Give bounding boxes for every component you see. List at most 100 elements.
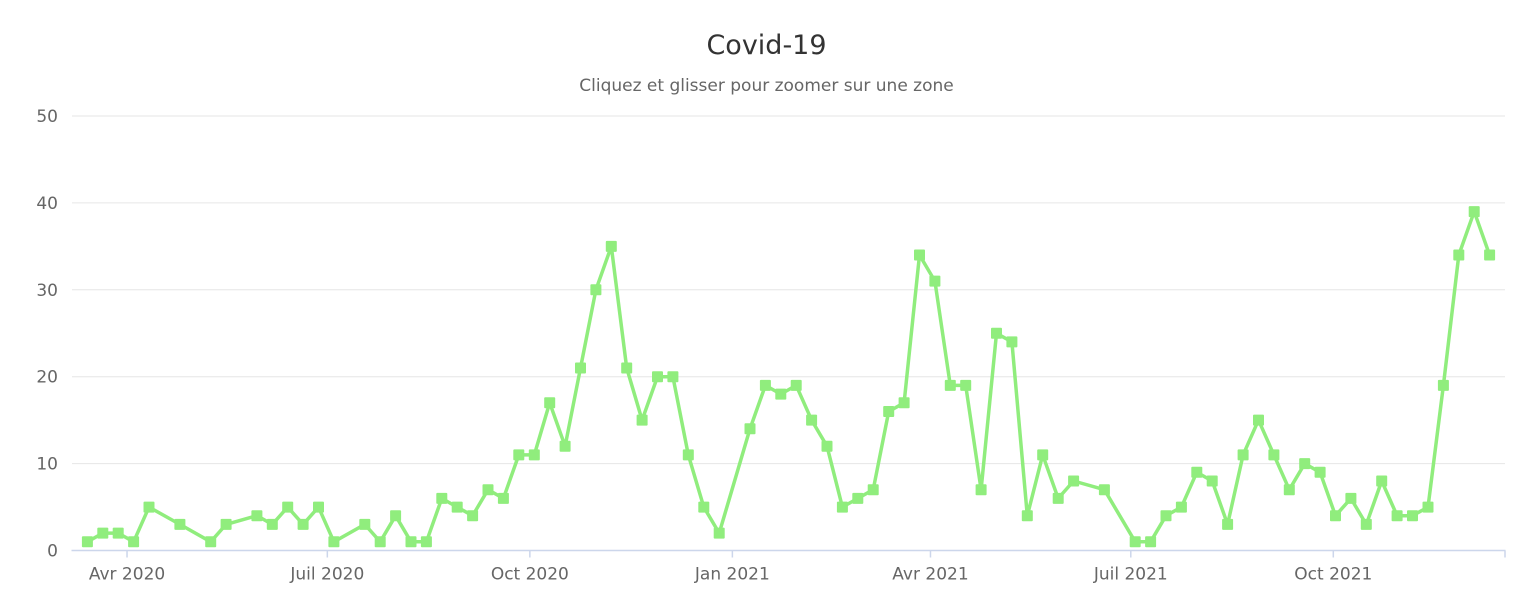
- plot-area[interactable]: [72, 116, 1505, 551]
- data-point-marker[interactable]: [1021, 510, 1033, 522]
- data-point-marker[interactable]: [636, 414, 648, 426]
- x-axis-label: Juil 2021: [1093, 565, 1168, 585]
- x-axis-label: Oct 2020: [491, 565, 569, 585]
- data-point-marker[interactable]: [1484, 249, 1496, 261]
- data-point-marker[interactable]: [297, 518, 309, 530]
- y-axis-label: 20: [36, 368, 58, 388]
- data-point-marker[interactable]: [991, 327, 1002, 339]
- data-point-marker[interactable]: [112, 527, 124, 539]
- data-point-marker[interactable]: [852, 492, 864, 504]
- data-point-marker[interactable]: [1330, 510, 1341, 522]
- data-point-marker[interactable]: [1175, 501, 1187, 513]
- data-point-marker[interactable]: [1376, 475, 1388, 487]
- chart-subtitle: Cliquez et glisser pour zoomer sur une z…: [579, 76, 954, 96]
- data-point-marker[interactable]: [1068, 475, 1080, 487]
- data-point-marker[interactable]: [220, 518, 232, 530]
- data-point-marker[interactable]: [790, 379, 802, 391]
- data-point-marker[interactable]: [1422, 501, 1434, 513]
- data-point-marker[interactable]: [251, 510, 263, 522]
- data-point-marker[interactable]: [821, 440, 833, 452]
- data-point-marker[interactable]: [1206, 475, 1218, 487]
- data-point-marker[interactable]: [451, 501, 463, 513]
- data-point-marker[interactable]: [1160, 510, 1172, 522]
- data-point-marker[interactable]: [1314, 466, 1326, 478]
- data-point-marker[interactable]: [1237, 449, 1249, 461]
- data-point-marker[interactable]: [575, 362, 586, 374]
- data-point-marker[interactable]: [97, 527, 109, 539]
- data-point-marker[interactable]: [1437, 379, 1449, 391]
- data-point-marker[interactable]: [1037, 449, 1049, 461]
- data-point-marker[interactable]: [652, 371, 663, 383]
- data-point-marker[interactable]: [621, 362, 633, 374]
- data-point-marker[interactable]: [436, 492, 448, 504]
- data-point-marker[interactable]: [513, 449, 525, 461]
- data-point-marker[interactable]: [374, 536, 386, 548]
- data-point-marker[interactable]: [544, 397, 556, 409]
- data-point-marker[interactable]: [1006, 336, 1018, 348]
- data-point-marker[interactable]: [1345, 492, 1357, 504]
- data-point-marker[interactable]: [467, 510, 479, 522]
- data-point-marker[interactable]: [282, 501, 294, 513]
- data-point-marker[interactable]: [1453, 249, 1465, 261]
- data-point-marker[interactable]: [975, 484, 987, 496]
- data-point-marker[interactable]: [914, 249, 925, 261]
- data-point-marker[interactable]: [605, 240, 617, 252]
- data-point-marker[interactable]: [867, 484, 879, 496]
- data-point-marker[interactable]: [667, 371, 679, 383]
- data-point-marker[interactable]: [390, 510, 402, 522]
- data-point-marker[interactable]: [590, 284, 602, 296]
- data-point-marker[interactable]: [405, 536, 417, 548]
- data-point-marker[interactable]: [698, 501, 710, 513]
- data-point-marker[interactable]: [682, 449, 694, 461]
- data-point-marker[interactable]: [1391, 510, 1403, 522]
- data-point-marker[interactable]: [1468, 206, 1480, 218]
- data-point-marker[interactable]: [1191, 466, 1203, 478]
- y-axis-label: 40: [36, 194, 58, 214]
- data-point-marker[interactable]: [883, 406, 895, 417]
- data-point-marker[interactable]: [759, 379, 771, 391]
- data-point-marker[interactable]: [174, 518, 186, 530]
- data-point-marker[interactable]: [313, 501, 324, 513]
- data-point-marker[interactable]: [1268, 449, 1280, 461]
- data-point-marker[interactable]: [143, 501, 155, 513]
- data-point-marker[interactable]: [559, 440, 571, 452]
- data-point-marker[interactable]: [775, 388, 787, 400]
- data-point-marker[interactable]: [1253, 414, 1264, 426]
- data-point-marker[interactable]: [497, 492, 509, 504]
- data-point-marker[interactable]: [1283, 484, 1295, 496]
- data-point-marker[interactable]: [836, 501, 848, 513]
- data-point-marker[interactable]: [482, 484, 494, 496]
- data-point-marker[interactable]: [1129, 536, 1141, 548]
- y-axis-label: 10: [36, 455, 58, 475]
- data-point-marker[interactable]: [744, 423, 756, 435]
- x-axis-label: Jan 2021: [694, 565, 770, 585]
- data-point-marker[interactable]: [898, 397, 910, 409]
- data-point-marker[interactable]: [1098, 484, 1110, 496]
- data-point-marker[interactable]: [1299, 458, 1311, 470]
- x-axis-label: Oct 2021: [1294, 565, 1372, 585]
- data-point-marker[interactable]: [266, 518, 278, 530]
- x-axis-label: Juil 2020: [289, 565, 364, 585]
- data-point-marker[interactable]: [328, 536, 340, 548]
- data-point-marker[interactable]: [806, 414, 818, 426]
- x-axis-label: Avr 2020: [89, 565, 165, 585]
- data-point-marker[interactable]: [420, 536, 432, 548]
- data-point-marker[interactable]: [359, 518, 371, 530]
- y-axis-label: 50: [36, 107, 58, 127]
- data-point-marker[interactable]: [944, 379, 956, 391]
- data-point-marker[interactable]: [205, 536, 217, 548]
- data-point-marker[interactable]: [1145, 536, 1157, 548]
- data-point-marker[interactable]: [1407, 510, 1418, 522]
- y-axis-label: 0: [47, 542, 58, 562]
- data-point-marker[interactable]: [713, 527, 725, 539]
- data-point-marker[interactable]: [1052, 492, 1064, 504]
- data-point-marker[interactable]: [960, 379, 972, 391]
- data-point-marker[interactable]: [81, 536, 93, 548]
- data-point-marker[interactable]: [128, 536, 140, 548]
- data-point-marker[interactable]: [1360, 518, 1372, 530]
- data-point-marker[interactable]: [1222, 518, 1234, 530]
- data-point-marker[interactable]: [528, 449, 540, 461]
- data-point-marker[interactable]: [929, 275, 941, 287]
